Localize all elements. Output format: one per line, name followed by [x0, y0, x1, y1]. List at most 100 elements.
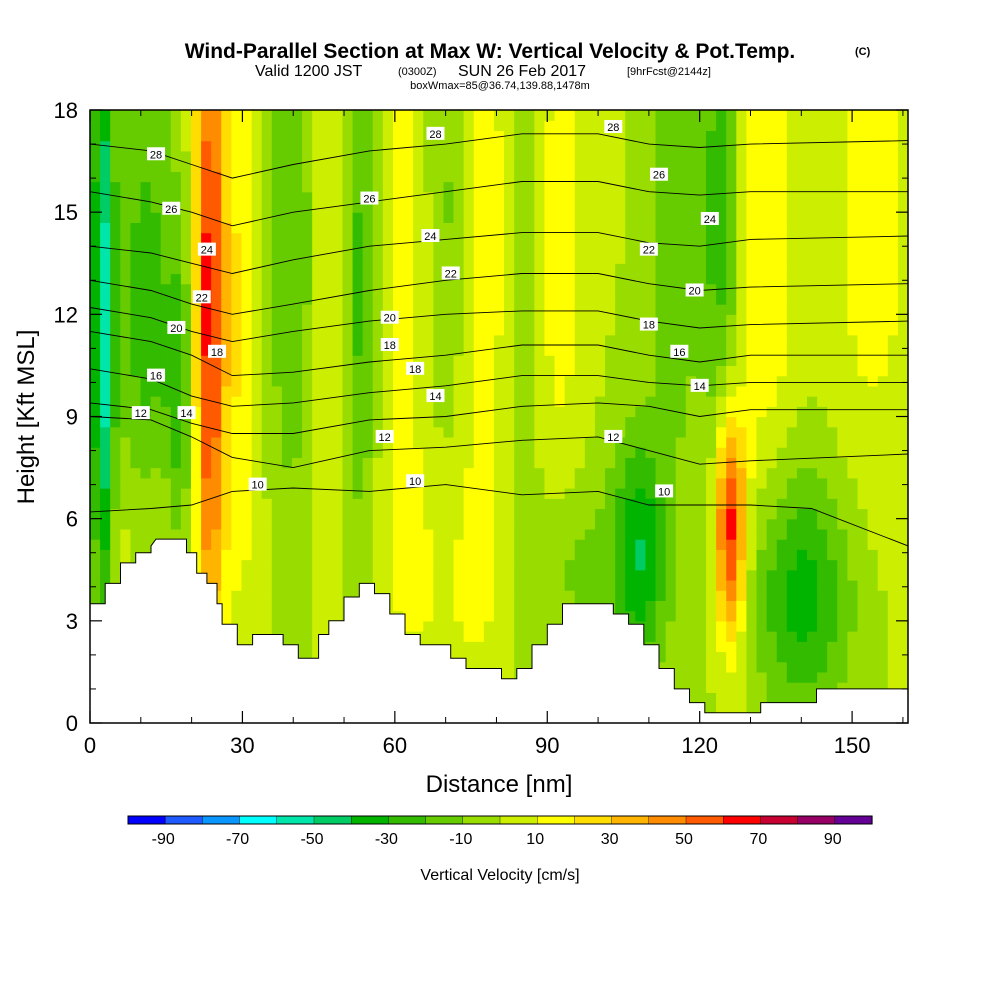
- heatmap-cell: [473, 283, 485, 295]
- heatmap-cell: [251, 528, 263, 540]
- heatmap-cell: [443, 355, 455, 367]
- heatmap-cell: [493, 406, 505, 418]
- heatmap-cell: [493, 508, 505, 520]
- heatmap-cell: [756, 324, 768, 336]
- heatmap-cell: [504, 171, 515, 183]
- heatmap-cell: [645, 498, 657, 510]
- heatmap-cell: [504, 447, 515, 458]
- heatmap-cell: [736, 436, 748, 448]
- heatmap-cell: [352, 375, 364, 387]
- heatmap-cell: [150, 273, 162, 285]
- heatmap-cell: [453, 539, 465, 550]
- heatmap-cell: [655, 212, 667, 223]
- heatmap-cell: [453, 283, 465, 295]
- heatmap-cell: [756, 396, 768, 407]
- heatmap-cell: [897, 590, 908, 601]
- heatmap-cell: [140, 222, 152, 234]
- heatmap-cell: [695, 590, 707, 601]
- heatmap-cell: [211, 365, 222, 377]
- contour-label: 28: [604, 120, 623, 134]
- heatmap-cell: [857, 130, 869, 142]
- heatmap-cell: [645, 181, 657, 193]
- heatmap-cell: [706, 365, 717, 377]
- heatmap-cell: [312, 610, 323, 622]
- heatmap-cell: [625, 201, 636, 213]
- heatmap-cell: [837, 242, 849, 254]
- heatmap-cell: [90, 365, 101, 377]
- heatmap-cell: [574, 406, 586, 418]
- heatmap-cell: [887, 488, 899, 499]
- heatmap-cell: [180, 161, 192, 172]
- heatmap-cell: [372, 120, 384, 132]
- heatmap-cell: [665, 130, 677, 142]
- heatmap-cell: [352, 569, 364, 581]
- heatmap-cell: [160, 365, 172, 377]
- heatmap-cell: [716, 406, 727, 418]
- heatmap-cell: [665, 631, 677, 642]
- heatmap-cell: [594, 365, 606, 377]
- heatmap-cell: [180, 365, 192, 377]
- heatmap-cell: [726, 416, 737, 428]
- heatmap-cell: [837, 150, 849, 162]
- isentrope-line: [90, 133, 908, 179]
- heatmap-cell: [433, 120, 445, 132]
- heatmap-cell: [584, 334, 596, 346]
- heatmap-cell: [312, 569, 323, 581]
- heatmap-cell: [786, 212, 798, 223]
- isentropes: [90, 133, 908, 547]
- heatmap-cell: [211, 498, 222, 510]
- heatmap-cell: [423, 610, 434, 622]
- heatmap-cell: [372, 253, 384, 264]
- heatmap-cell: [675, 447, 687, 458]
- heatmap-cell: [645, 416, 657, 428]
- heatmap-cell: [695, 150, 707, 162]
- contour-label: 22: [192, 290, 211, 304]
- heatmap-cell: [796, 273, 808, 285]
- heatmap-cell: [817, 457, 828, 469]
- contour-label-bg: [639, 242, 658, 256]
- heatmap-cell: [463, 365, 475, 377]
- heatmap-cell: [241, 447, 253, 458]
- heatmap-cell: [261, 181, 273, 193]
- heatmap-cell: [554, 344, 566, 356]
- heatmap-cell: [837, 488, 849, 499]
- heatmap-cell: [463, 293, 475, 305]
- heatmap-cell: [352, 150, 364, 162]
- heatmap-cell: [726, 702, 737, 714]
- heatmap-cell: [504, 671, 515, 683]
- heatmap-cell: [342, 253, 354, 264]
- heatmap-cell: [786, 549, 798, 561]
- heatmap-cell: [423, 631, 434, 642]
- heatmap-cell: [312, 508, 323, 520]
- heatmap-cell: [392, 110, 404, 121]
- heatmap-cell: [211, 416, 222, 428]
- heatmap-cell: [625, 518, 636, 530]
- heatmap-cell: [180, 457, 192, 469]
- heatmap-cell: [241, 191, 253, 203]
- heatmap-cell: [241, 334, 253, 346]
- heatmap-cell: [726, 324, 737, 336]
- contour-label-bg: [406, 361, 425, 375]
- heatmap-cell: [786, 130, 798, 142]
- heatmap-cell: [726, 579, 737, 591]
- heatmap-cell: [413, 579, 424, 591]
- heatmap-cell: [291, 171, 303, 183]
- heatmap-cell: [837, 539, 849, 550]
- heatmap-cell: [493, 488, 505, 499]
- heatmap-cell: [332, 498, 344, 510]
- heatmap-cell: [322, 344, 333, 356]
- heatmap-cell: [605, 201, 616, 213]
- heatmap-cell: [857, 253, 869, 264]
- heatmap-cell: [382, 477, 394, 489]
- heatmap-cell: [443, 222, 455, 234]
- heatmap-cell: [524, 559, 535, 571]
- heatmap-cell: [817, 273, 828, 285]
- heatmap-cell: [857, 304, 869, 315]
- heatmap-cell: [766, 140, 778, 152]
- heatmap-cell: [302, 334, 313, 346]
- heatmap-cell: [312, 201, 323, 213]
- heatmap-cell: [382, 212, 394, 223]
- heatmap-cell: [322, 140, 333, 152]
- heatmap-cell: [453, 375, 465, 387]
- heatmap-cell: [524, 263, 535, 275]
